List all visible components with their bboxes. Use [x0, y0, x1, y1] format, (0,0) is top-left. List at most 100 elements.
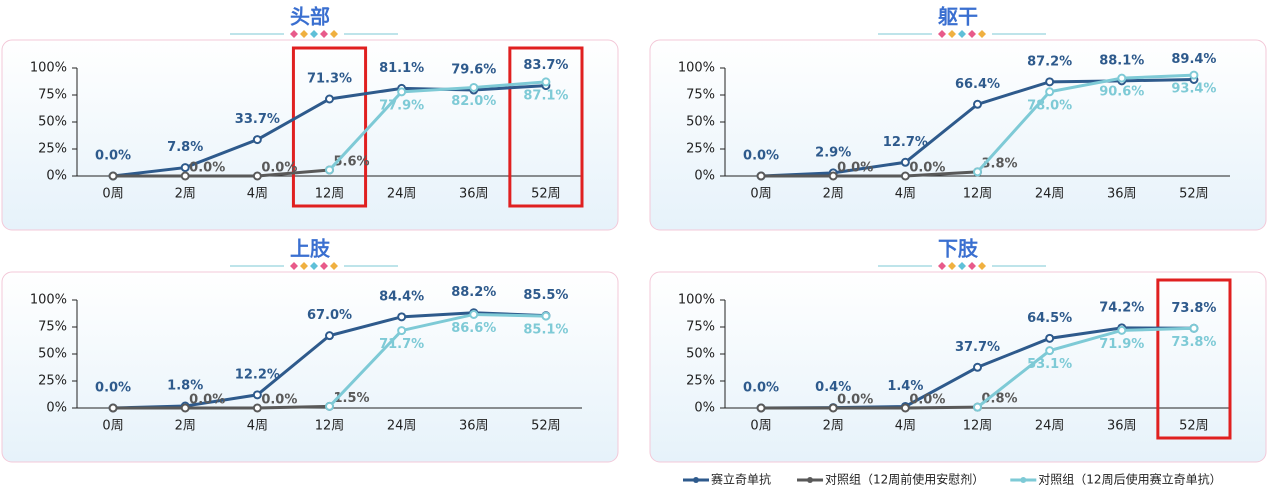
- value-label: 5.6%: [333, 154, 369, 169]
- y-tick-label: 75%: [686, 88, 715, 103]
- point: [180, 163, 190, 173]
- y-tick-label: 50%: [38, 347, 67, 362]
- value-label: 88.1%: [1099, 53, 1144, 68]
- legend-marker: [1020, 477, 1027, 483]
- x-tick-label: 2周: [823, 187, 844, 202]
- value-label: 73.8%: [1171, 335, 1216, 350]
- value-label: 74.2%: [1099, 300, 1144, 315]
- point: [1045, 346, 1055, 356]
- highlight-box: [1156, 278, 1232, 440]
- value-label: 0.0%: [837, 393, 873, 408]
- x-tick-label: 0周: [102, 187, 123, 202]
- highlight-box: [508, 46, 584, 208]
- ornament: [938, 262, 946, 270]
- x-tick-label: 12周: [315, 187, 345, 202]
- point: [108, 403, 118, 413]
- ornament: [968, 30, 976, 38]
- y-tick-label: 100%: [30, 293, 67, 308]
- value-label: 90.6%: [1099, 85, 1144, 100]
- value-label: 0.0%: [909, 393, 945, 408]
- value-label: 79.6%: [451, 63, 496, 78]
- value-label: 0.0%: [95, 381, 131, 396]
- value-label: 0.0%: [743, 149, 779, 164]
- point: [756, 403, 766, 413]
- point: [973, 99, 982, 109]
- series-line: [976, 73, 1194, 173]
- value-label: 0.0%: [909, 161, 945, 176]
- x-tick-label: 36周: [459, 419, 489, 434]
- value-label: 71.3%: [307, 71, 352, 86]
- value-label: 33.7%: [235, 112, 280, 127]
- x-tick-label: 4周: [895, 419, 916, 434]
- value-label: 71.7%: [379, 337, 424, 352]
- y-tick-label: 25%: [686, 374, 715, 389]
- value-label: 83.7%: [523, 58, 568, 73]
- value-label: 1.8%: [167, 379, 203, 394]
- point: [252, 403, 262, 413]
- point: [397, 87, 407, 97]
- y-tick-label: 75%: [38, 320, 67, 335]
- point: [108, 171, 118, 181]
- ornament: [300, 30, 308, 38]
- point: [1189, 70, 1199, 80]
- x-tick-label: 52周: [531, 419, 561, 434]
- x-tick-label: 12周: [963, 187, 993, 202]
- value-label: 37.7%: [955, 340, 1000, 355]
- value-label: 73.8%: [1171, 301, 1216, 316]
- value-label: 12.2%: [235, 367, 280, 382]
- series-line: [328, 80, 547, 171]
- x-tick-label: 4周: [247, 419, 268, 434]
- value-label: 93.4%: [1171, 82, 1216, 97]
- point: [1189, 323, 1199, 333]
- ornament: [310, 30, 318, 38]
- value-label: 53.1%: [1027, 357, 1072, 372]
- point: [1045, 77, 1055, 87]
- y-tick-label: 0%: [694, 401, 715, 416]
- y-tick-label: 50%: [686, 347, 715, 362]
- value-label: 89.4%: [1171, 52, 1216, 67]
- value-label: 0.0%: [743, 381, 779, 396]
- x-tick-label: 2周: [175, 187, 196, 202]
- series-line: [328, 312, 546, 408]
- legend-label: 对照组（12周前使用安慰剂）: [825, 472, 984, 487]
- value-label: 0.4%: [815, 380, 851, 395]
- point: [469, 82, 479, 92]
- point: [325, 94, 334, 104]
- point: [541, 311, 551, 321]
- y-tick-label: 100%: [30, 61, 67, 76]
- y-tick-label: 25%: [38, 142, 67, 157]
- point: [325, 401, 334, 411]
- value-label: 78.0%: [1027, 98, 1072, 113]
- value-label: 1.4%: [887, 379, 923, 394]
- value-label: 0.0%: [837, 161, 873, 176]
- point: [252, 135, 262, 145]
- y-tick-label: 75%: [38, 88, 67, 103]
- value-label: 88.2%: [451, 285, 496, 300]
- ornament: [978, 30, 986, 38]
- y-tick-label: 75%: [686, 320, 715, 335]
- ornament: [290, 262, 298, 270]
- ornament: [330, 30, 338, 38]
- series-line: [113, 168, 330, 178]
- point: [900, 157, 910, 167]
- x-tick-label: 52周: [1179, 419, 1209, 434]
- value-label: 0.0%: [189, 393, 225, 408]
- value-label: 12.7%: [883, 135, 928, 150]
- x-tick-label: 4周: [895, 187, 916, 202]
- point: [397, 312, 407, 322]
- x-tick-label: 52周: [531, 187, 561, 202]
- point: [541, 77, 551, 87]
- series-line: [976, 326, 1194, 409]
- value-label: 86.6%: [451, 321, 496, 336]
- value-label: 81.1%: [379, 61, 424, 76]
- point: [1045, 87, 1055, 97]
- point: [252, 171, 262, 181]
- x-tick-label: 36周: [459, 187, 489, 202]
- ornament: [300, 262, 308, 270]
- y-tick-label: 0%: [694, 169, 715, 184]
- x-tick-label: 12周: [315, 419, 345, 434]
- value-label: 0.0%: [261, 161, 297, 176]
- point: [900, 403, 910, 413]
- x-tick-label: 12周: [963, 419, 993, 434]
- value-label: 82.0%: [451, 94, 496, 109]
